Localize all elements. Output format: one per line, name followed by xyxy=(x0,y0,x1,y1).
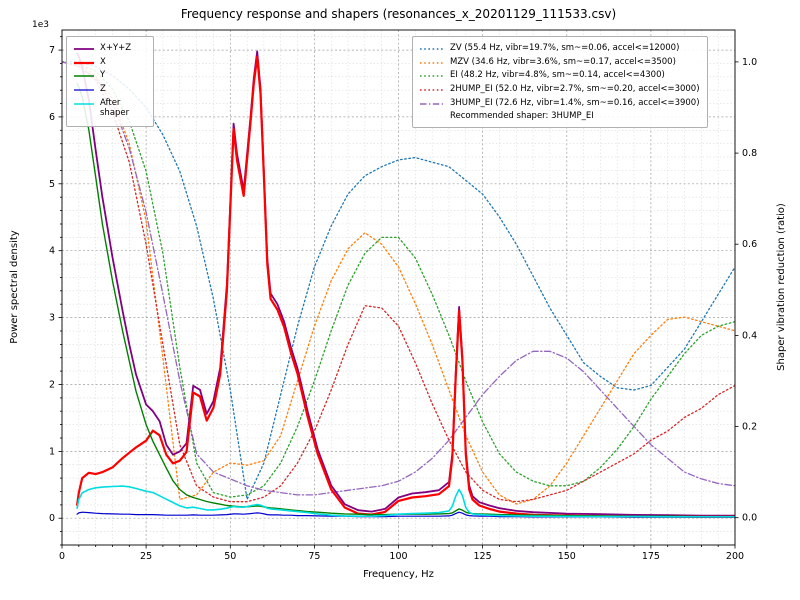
recommended-shaper-note: Recommended shaper: 3HUMP_EI xyxy=(450,111,594,122)
axis-tick-labels: 0 25 50 75 100 125 150 175 200 0 1 2 3 4 5 6 7 0.0 0.2 0.4 0… xyxy=(49,45,757,562)
y-left-tick-label: 5 xyxy=(49,179,55,190)
legend-line-sample xyxy=(420,75,444,77)
legend-item-label: After shaper xyxy=(100,97,130,119)
shaper-legend: ZV (55.4 Hz, vibr=19.7%, sm~=0.06, accel… xyxy=(412,36,708,128)
x-tick-label: 50 xyxy=(224,551,236,562)
series-2hump_ei xyxy=(62,61,735,503)
legend-item: ZV (55.4 Hz, vibr=19.7%, sm~=0.06, accel… xyxy=(419,43,700,54)
legend-line-sample xyxy=(74,61,94,64)
y-right-tick-label: 1.0 xyxy=(742,57,757,68)
legend-item: X xyxy=(73,57,146,68)
x-tick-label: 150 xyxy=(558,551,576,562)
y-right-tick-label: 0.8 xyxy=(742,148,757,159)
legend-item: Y xyxy=(73,70,146,81)
y-left-tick-label: 1 xyxy=(49,446,55,457)
y-right-tick-label: 0.2 xyxy=(742,422,757,433)
legend-item: EI (48.2 Hz, vibr=4.8%, sm~=0.14, accel<… xyxy=(419,70,700,81)
legend-item: After shaper xyxy=(73,98,146,119)
y-left-tick-label: 0 xyxy=(49,513,55,524)
legend-line-sample xyxy=(420,89,444,91)
legend-item-label: EI (48.2 Hz, vibr=4.8%, sm~=0.14, accel<… xyxy=(450,70,665,81)
y-left-tick-label: 2 xyxy=(49,380,55,391)
x-tick-label: 100 xyxy=(389,551,407,562)
x-axis-label: Frequency, Hz xyxy=(363,569,434,580)
legend-item-label: X+Y+Z xyxy=(100,43,132,53)
legend-item: 3HUMP_EI (72.6 Hz, vibr=1.4%, sm~=0.16, … xyxy=(419,98,700,109)
legend-line-sample xyxy=(420,61,444,64)
series-x xyxy=(76,55,735,518)
y-left-axis-label: Power spectral density xyxy=(9,230,20,344)
series-z xyxy=(76,511,735,518)
legend-line-sample xyxy=(74,102,94,105)
series-zv xyxy=(62,61,735,501)
x-tick-label: 0 xyxy=(59,551,65,562)
series-ei xyxy=(62,61,735,498)
shaper-series-lines xyxy=(62,61,735,505)
psd-legend: X+Y+Z X Y Z After shaper xyxy=(66,36,154,127)
y-left-tick-label: 7 xyxy=(49,45,55,56)
chart-title: Frequency response and shapers (resonanc… xyxy=(180,7,617,21)
y-right-tick-label: 0.0 xyxy=(742,513,757,524)
x-tick-label: 25 xyxy=(140,551,152,562)
axis-ticks xyxy=(58,36,739,549)
y-left-tick-label: 4 xyxy=(49,246,55,257)
y-right-axis-label: Shaper vibration reduction (ratio) xyxy=(776,203,787,371)
legend-line-sample xyxy=(74,89,94,91)
x-tick-label: 75 xyxy=(308,551,320,562)
legend-line-sample xyxy=(74,75,94,77)
x-tick-label: 200 xyxy=(726,551,744,562)
y-left-tick-label: 6 xyxy=(49,112,55,123)
legend-line-sample xyxy=(420,102,444,105)
legend-item-label: ZV (55.4 Hz, vibr=19.7%, sm~=0.06, accel… xyxy=(450,43,680,53)
legend-item-label: X xyxy=(100,56,106,67)
y-left-offset-text: 1e3 xyxy=(32,20,49,30)
legend-item-label: Z xyxy=(100,83,106,94)
series-after-shaper xyxy=(76,485,735,518)
legend-item-label: 3HUMP_EI (72.6 Hz, vibr=1.4%, sm~=0.16, … xyxy=(450,97,700,108)
x-tick-label: 125 xyxy=(474,551,492,562)
legend-line-sample xyxy=(420,48,444,50)
y-right-tick-label: 0.4 xyxy=(742,330,757,341)
legend-item: MZV (34.6 Hz, vibr=3.6%, sm~=0.17, accel… xyxy=(419,57,700,68)
legend-item-label: 2HUMP_EI (52.0 Hz, vibr=2.7%, sm~=0.20, … xyxy=(450,83,700,94)
psd-series-lines xyxy=(76,50,735,518)
y-right-tick-label: 0.6 xyxy=(742,239,757,250)
legend-item: 2HUMP_EI (52.0 Hz, vibr=2.7%, sm~=0.20, … xyxy=(419,84,700,95)
y-left-tick-label: 3 xyxy=(49,313,55,324)
legend-item: Z xyxy=(73,84,146,95)
legend-line-sample xyxy=(74,48,94,50)
legend-item-label: MZV (34.6 Hz, vibr=3.6%, sm~=0.17, accel… xyxy=(450,56,676,67)
x-tick-label: 175 xyxy=(642,551,660,562)
legend-item: X+Y+Z xyxy=(73,43,146,54)
series-3hump_ei xyxy=(62,61,735,496)
legend-item-label: Y xyxy=(100,70,106,81)
series-mzv xyxy=(62,61,735,505)
